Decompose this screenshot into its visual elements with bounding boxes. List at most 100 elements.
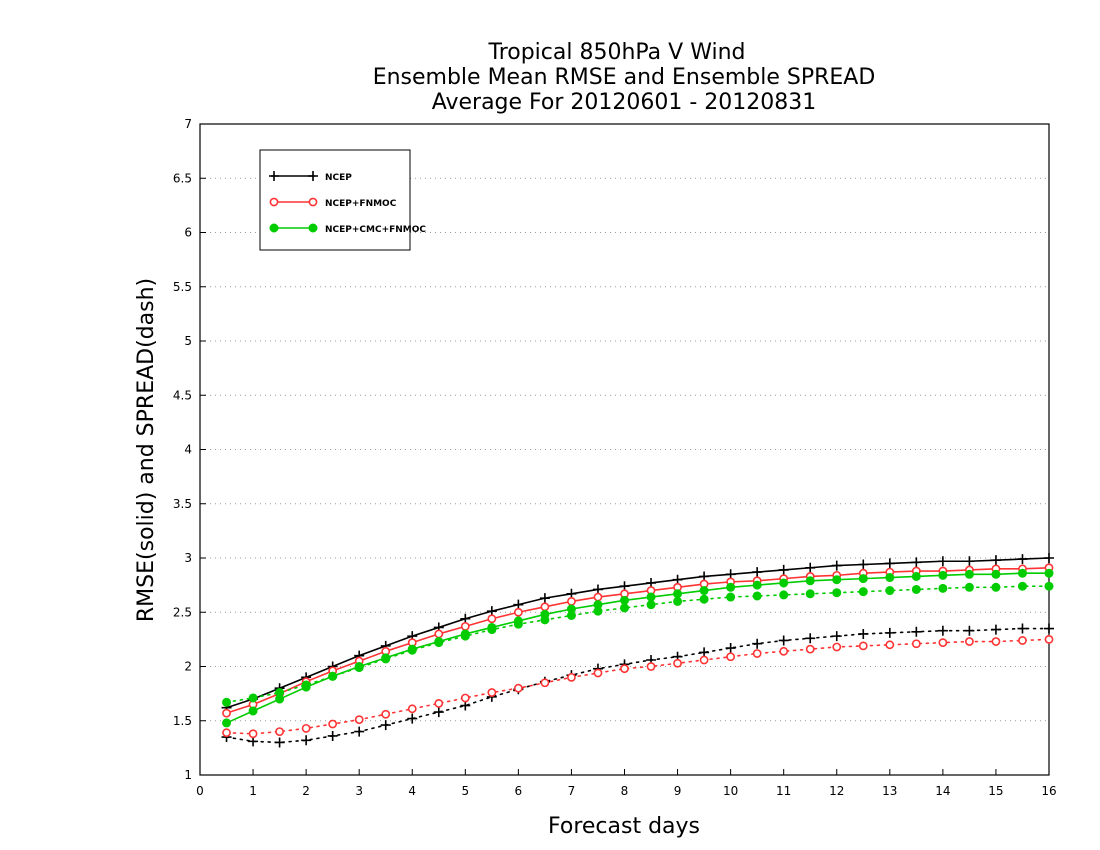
rmse-point	[937, 556, 948, 567]
rmse-point	[699, 586, 709, 596]
spread-point	[858, 628, 869, 639]
title-line-3: Average For 20120601 - 20120831	[432, 90, 817, 115]
spread-point	[222, 728, 231, 738]
rmse-point	[778, 564, 789, 575]
spread-point	[885, 586, 895, 596]
rmse-point	[646, 592, 656, 602]
rmse-point	[832, 575, 842, 585]
spread-point	[778, 635, 789, 646]
rmse-point	[566, 604, 576, 614]
rmse-point	[938, 570, 948, 580]
spread-point	[1044, 581, 1054, 591]
spread-point	[1044, 634, 1054, 644]
chart-title: Tropical 850hPa V Wind Ensemble Mean RMS…	[373, 40, 876, 115]
x-tick-label: 5	[461, 784, 469, 798]
rmse-point	[911, 557, 922, 568]
rmse-line	[226, 566, 1050, 714]
rmse-point	[990, 555, 1001, 566]
spread-point	[1017, 623, 1028, 634]
spread-point	[327, 730, 338, 741]
x-tick-label: 2	[302, 784, 310, 798]
y-tick-label: 4	[184, 443, 192, 457]
spread-point	[620, 664, 629, 674]
rmse-point	[540, 602, 550, 612]
legend-box	[259, 149, 411, 251]
legend: NCEP NCEP+FNMOC NCEP+CMC+FNMOC	[259, 149, 426, 251]
x-tick-label: 3	[355, 784, 363, 798]
rmse-point	[673, 589, 683, 599]
spread-point	[832, 588, 842, 598]
spread-point	[884, 627, 895, 638]
rmse-point	[460, 621, 470, 631]
rmse-point	[248, 706, 258, 716]
spread-point	[593, 668, 603, 678]
spread-point	[434, 698, 444, 708]
spread-point	[885, 640, 895, 650]
rmse-point	[381, 653, 391, 663]
spread-point	[301, 735, 312, 746]
spread-point	[991, 637, 1001, 646]
rmse-point	[620, 595, 629, 605]
rmse-point	[1044, 568, 1054, 578]
spread-point	[779, 646, 789, 656]
grid	[200, 177, 1049, 722]
legend-entry: NCEP	[269, 171, 352, 183]
spread-point	[752, 638, 763, 649]
spread-point	[911, 584, 921, 594]
spread-point	[620, 603, 629, 613]
y-tick-label: 3	[184, 551, 192, 565]
spread-point	[911, 626, 922, 637]
spread-point	[248, 693, 258, 703]
spread-point	[407, 704, 417, 714]
y-tick-label: 6.5	[173, 171, 192, 185]
spread-point	[354, 726, 365, 737]
spread-point	[990, 624, 1001, 635]
series-ncep	[221, 553, 1054, 748]
legend-marker	[269, 171, 279, 181]
spread-point	[1018, 636, 1027, 645]
rmse-point	[301, 682, 311, 692]
x-tick-label: 15	[988, 784, 1003, 798]
x-tick-label: 16	[1041, 784, 1056, 798]
legend-entry: NCEP+CMC+FNMOC	[269, 223, 426, 235]
rmse-point	[779, 578, 789, 588]
legend-marker	[308, 197, 318, 207]
rmse-point	[513, 616, 523, 626]
rmse-point	[884, 558, 895, 569]
spread-point	[938, 638, 948, 648]
y-tick-label: 1	[184, 768, 192, 782]
x-axis-label: Forecast days	[548, 814, 700, 839]
spread-point	[699, 594, 709, 604]
spread-point	[965, 637, 974, 646]
rmse-point	[752, 580, 762, 590]
rmse-line	[226, 557, 1050, 709]
series-ncep-cmc-fnmoc	[222, 568, 1054, 728]
y-axis-label: RMSE(solid) and SPREAD(dash)	[134, 278, 159, 622]
rmse-point	[513, 607, 523, 617]
rmse-point	[885, 573, 895, 583]
rmse-point	[991, 569, 1001, 579]
spread-point	[407, 713, 418, 724]
spread-point	[938, 583, 948, 593]
spread-point	[991, 582, 1001, 592]
rmse-point	[487, 622, 497, 632]
spread-point	[248, 729, 258, 739]
x-tick-label: 9	[674, 784, 682, 798]
title-line-2: Ensemble Mean RMSE and Ensemble SPREAD	[373, 65, 876, 90]
legend-marker	[269, 197, 279, 207]
rmse-point	[434, 637, 444, 647]
spread-point	[752, 591, 762, 601]
spread-point	[964, 582, 974, 592]
spread-point	[726, 652, 736, 662]
y-tick-label: 2	[184, 660, 192, 674]
spread-point	[222, 697, 232, 707]
spread-point	[567, 672, 576, 682]
spread-point	[725, 643, 736, 654]
legend-entry: NCEP+FNMOC	[269, 197, 397, 209]
x-tick-label: 14	[935, 784, 950, 798]
legend-marker	[308, 171, 318, 181]
spread-point	[673, 596, 683, 606]
x-tick-label: 12	[829, 784, 844, 798]
rmse-point	[540, 609, 550, 619]
